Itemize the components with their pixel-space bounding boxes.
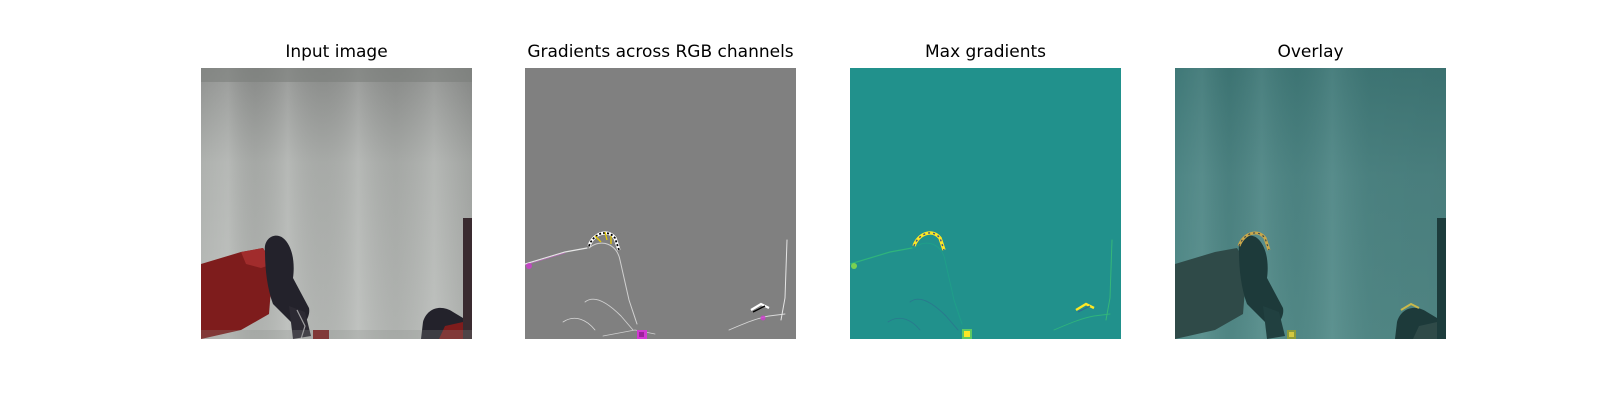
max-gradients-image	[850, 68, 1121, 339]
panel-title: Input image	[285, 42, 388, 62]
overlay-image	[1175, 68, 1446, 339]
panel-title: Max gradients	[924, 42, 1047, 62]
rgb-gradients-image	[525, 68, 796, 339]
panel-title: Overlay	[1277, 42, 1344, 62]
input-image	[201, 68, 472, 339]
panel-title: Gradients across RGB channels	[527, 42, 794, 62]
